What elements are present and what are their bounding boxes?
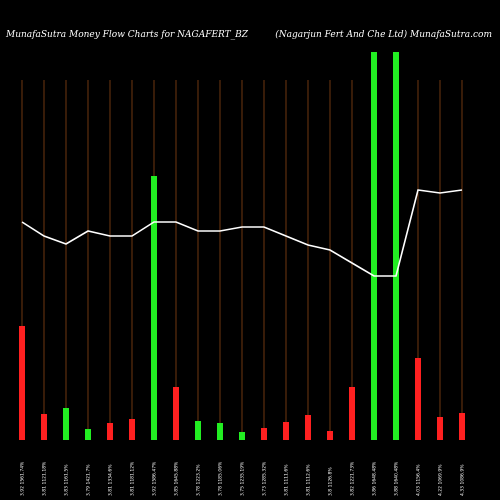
x-tick-label: 3.8 1126.8% bbox=[328, 467, 334, 496]
x-tick-label: 3.85 1645.88% bbox=[174, 461, 180, 496]
chart-subtitle: (Nagarjun Fert And Che Ltd) MunafaSutra.… bbox=[275, 29, 492, 40]
bar bbox=[393, 52, 399, 440]
x-tick-label: 3.78 1223.2% bbox=[196, 464, 202, 496]
bar bbox=[349, 387, 355, 440]
x-tick-label: 4.22 1069.9% bbox=[438, 464, 444, 496]
bar bbox=[195, 421, 201, 440]
x-tick-label: 3.75 1235.19% bbox=[240, 461, 246, 496]
x-tick-label: 3.81 1111.6% bbox=[284, 464, 290, 496]
bar bbox=[85, 429, 91, 440]
x-tick-label: 3.81 1181.12% bbox=[130, 461, 136, 496]
bar bbox=[173, 387, 179, 440]
bar bbox=[437, 417, 443, 440]
bar bbox=[63, 408, 69, 440]
bar bbox=[19, 326, 25, 440]
chart-title: MunafaSutra Money Flow Charts for NAGAFE… bbox=[5, 30, 249, 40]
x-tick-label: 4.03 1156.4% bbox=[416, 464, 422, 496]
x-tick-label: 3.86 1648.48% bbox=[372, 461, 378, 496]
line bbox=[21, 189, 463, 277]
x-tick-label: 4.33 1086.9% bbox=[460, 464, 466, 496]
bar bbox=[415, 358, 421, 440]
bar bbox=[305, 415, 311, 440]
x-tick-label: 3.78 1185.06% bbox=[218, 461, 224, 496]
x-tick-label: 3.81 1121.18% bbox=[42, 461, 48, 496]
x-tick-label: 3.88 1640.48% bbox=[394, 461, 400, 496]
x-tick-label: 3.92 1561.74% bbox=[20, 461, 26, 496]
bar bbox=[239, 432, 245, 440]
bar bbox=[151, 176, 157, 440]
bar bbox=[107, 423, 113, 440]
bar bbox=[41, 414, 47, 440]
x-tick-label: 3.82 1221.73% bbox=[350, 461, 356, 496]
bar bbox=[261, 428, 267, 440]
bar bbox=[217, 423, 223, 440]
bar bbox=[371, 52, 377, 440]
bar bbox=[459, 413, 465, 440]
x-tick-label: 3.92 1586.47% bbox=[152, 461, 158, 496]
bar bbox=[129, 419, 135, 440]
x-tick-label: 3.81 1112.6% bbox=[306, 464, 312, 496]
x-tick-label: 3.73 1285.32% bbox=[262, 461, 268, 496]
x-tick-label: 3.81 1334.6% bbox=[108, 464, 114, 496]
x-tick-label: 3.79 1421.7% bbox=[86, 464, 92, 496]
bar bbox=[283, 422, 289, 440]
bar bbox=[327, 431, 333, 440]
x-tick-label: 3.83 1161.5% bbox=[64, 464, 70, 496]
